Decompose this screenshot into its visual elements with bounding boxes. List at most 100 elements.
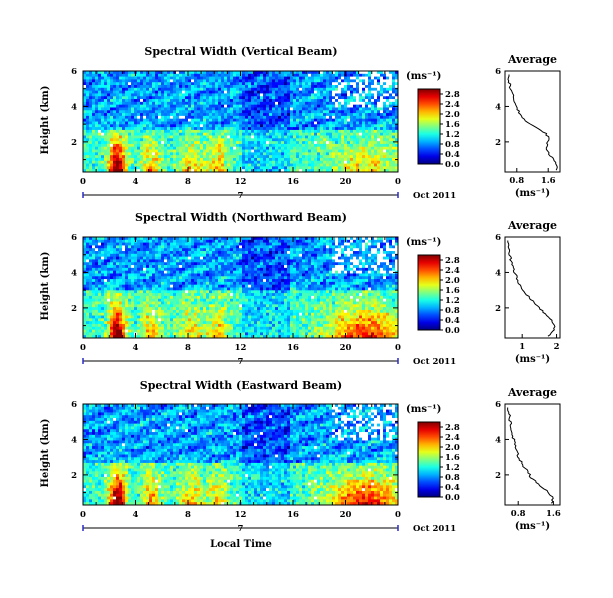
- heatmap-cell: [350, 166, 354, 170]
- heatmap-cell: [305, 169, 309, 173]
- heatmap-cell: [221, 149, 225, 153]
- heatmap-cell: [158, 113, 162, 117]
- colorbar-tick: 2.0: [445, 110, 460, 120]
- heatmap-cell: [323, 96, 327, 100]
- heatmap-cell: [308, 253, 312, 258]
- heatmap-cell: [248, 101, 252, 106]
- heatmap-cell: [326, 132, 330, 136]
- heatmap-cell: [191, 146, 195, 150]
- heatmap-cell: [191, 110, 195, 114]
- heatmap-cell: [152, 135, 156, 139]
- heatmap-cell: [242, 256, 246, 260]
- heatmap-cell: [212, 129, 216, 134]
- heatmap-cell: [125, 146, 129, 150]
- heatmap-cell: [149, 256, 153, 260]
- heatmap-cell: [293, 143, 297, 148]
- heatmap-cell: [239, 115, 243, 120]
- heatmap-cell: [86, 251, 90, 255]
- heatmap-cell: [146, 262, 150, 266]
- heatmap-cell: [182, 124, 186, 128]
- heatmap-cell: [344, 107, 348, 111]
- heatmap-cell: [395, 135, 399, 139]
- heatmap-cell: [197, 104, 201, 108]
- heatmap-cell: [248, 127, 252, 131]
- heatmap-cell: [368, 152, 372, 156]
- heatmap-cell: [353, 104, 357, 108]
- heatmap-cell: [188, 118, 192, 122]
- heatmap-cell: [227, 132, 231, 136]
- heatmap-cell: [182, 157, 186, 162]
- heatmap-cell: [218, 121, 222, 125]
- heatmap-cell: [281, 127, 285, 131]
- heatmap-cell: [386, 104, 390, 108]
- heatmap-cell: [83, 239, 87, 244]
- heatmap-cell: [218, 143, 222, 148]
- heatmap-cell: [116, 248, 120, 252]
- heatmap-cell: [116, 113, 120, 117]
- heatmap-cell: [200, 127, 204, 131]
- heatmap-cell: [395, 262, 399, 266]
- heatmap-cell: [245, 76, 249, 80]
- heatmap-cell: [128, 113, 132, 117]
- heatmap-cell: [359, 82, 363, 86]
- heatmap-cell: [233, 256, 237, 260]
- heatmap-cell: [128, 155, 132, 159]
- heatmap-cell: [134, 99, 138, 103]
- heatmap-cell: [113, 146, 117, 150]
- heatmap-cell: [188, 115, 192, 120]
- heatmap-cell: [353, 79, 357, 83]
- heatmap-cell: [263, 245, 267, 249]
- heatmap-cell: [380, 101, 384, 106]
- heatmap-cell: [200, 121, 204, 125]
- heatmap-cell: [296, 115, 300, 120]
- colorbar-tick: 1.2: [445, 130, 460, 140]
- heatmap-cell: [89, 169, 93, 173]
- heatmap-cell: [359, 143, 363, 148]
- heatmap-cell: [260, 141, 264, 145]
- heatmap-cell: [149, 169, 153, 173]
- heatmap-cell: [293, 256, 297, 260]
- heatmap-cell: [242, 115, 246, 120]
- heatmap-cell: [326, 248, 330, 252]
- heatmap-cell: [275, 79, 279, 83]
- heatmap-cell: [263, 110, 267, 114]
- heatmap-cell: [212, 115, 216, 120]
- heatmap-cell: [386, 146, 390, 150]
- heatmap-cell: [362, 242, 366, 246]
- heatmap-cell: [335, 242, 339, 246]
- heatmap-cell: [347, 169, 351, 173]
- heatmap-cell: [239, 152, 243, 156]
- heatmap-cell: [140, 141, 144, 145]
- heatmap-cell: [119, 73, 123, 78]
- heatmap-cell: [269, 107, 273, 111]
- heatmap-cell: [176, 242, 180, 246]
- heatmap-cell: [155, 259, 159, 263]
- heatmap-cell: [347, 245, 351, 249]
- heatmap-cell: [149, 163, 153, 167]
- heatmap-cell: [173, 101, 177, 106]
- heatmap-cell: [368, 85, 372, 89]
- heatmap-cell: [206, 99, 210, 103]
- heatmap-cell: [227, 79, 231, 83]
- heatmap-cell: [170, 127, 174, 131]
- heatmap-cell: [263, 251, 267, 255]
- heatmap-cell: [128, 90, 132, 94]
- heatmap-cell: [371, 245, 375, 249]
- heatmap-cell: [263, 146, 267, 150]
- heatmap-cell: [167, 118, 171, 122]
- heatmap-cell: [182, 237, 186, 241]
- heatmap-cell: [377, 242, 381, 246]
- heatmap-cell: [104, 169, 108, 173]
- heatmap-cell: [200, 90, 204, 94]
- heatmap-cell: [95, 90, 99, 94]
- heatmap-cell: [284, 239, 288, 244]
- heatmap-cell: [116, 155, 120, 159]
- heatmap-cell: [227, 141, 231, 145]
- heatmap-cell: [128, 107, 132, 111]
- heatmap-cell: [146, 237, 150, 241]
- heatmap-cell: [101, 87, 105, 92]
- heatmap-cell: [182, 152, 186, 156]
- heatmap-cell: [236, 104, 240, 108]
- heatmap-cell: [98, 110, 102, 114]
- heatmap-cell: [101, 107, 105, 111]
